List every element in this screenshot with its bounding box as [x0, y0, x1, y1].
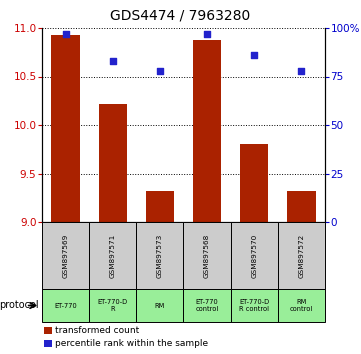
Bar	[287, 191, 316, 222]
Text: RM
control: RM control	[290, 299, 313, 312]
Text: ET-770-D
R control: ET-770-D R control	[239, 299, 269, 312]
Point	[251, 52, 257, 58]
Bar	[240, 144, 268, 222]
Text: GSM897568: GSM897568	[204, 233, 210, 278]
Text: GSM897569: GSM897569	[62, 233, 69, 278]
Text: transformed count: transformed count	[55, 326, 140, 335]
Text: percentile rank within the sample: percentile rank within the sample	[55, 339, 209, 348]
Text: GDS4474 / 7963280: GDS4474 / 7963280	[110, 8, 251, 22]
Point	[63, 31, 69, 37]
Point	[157, 68, 163, 74]
Text: protocol: protocol	[0, 301, 38, 310]
Text: RM: RM	[155, 303, 165, 308]
Bar	[146, 191, 174, 222]
Point	[299, 68, 304, 74]
Text: ET-770-D
R: ET-770-D R	[98, 299, 128, 312]
Text: ET-770
control: ET-770 control	[195, 299, 219, 312]
Text: ET-770: ET-770	[54, 303, 77, 308]
Point	[204, 31, 210, 37]
Text: GSM897573: GSM897573	[157, 233, 163, 278]
Bar	[193, 40, 221, 222]
Text: GSM897570: GSM897570	[251, 233, 257, 278]
Text: GSM897571: GSM897571	[110, 233, 116, 278]
Bar	[51, 35, 80, 222]
Text: GSM897572: GSM897572	[299, 233, 304, 278]
Point	[110, 58, 116, 64]
Bar	[99, 104, 127, 222]
